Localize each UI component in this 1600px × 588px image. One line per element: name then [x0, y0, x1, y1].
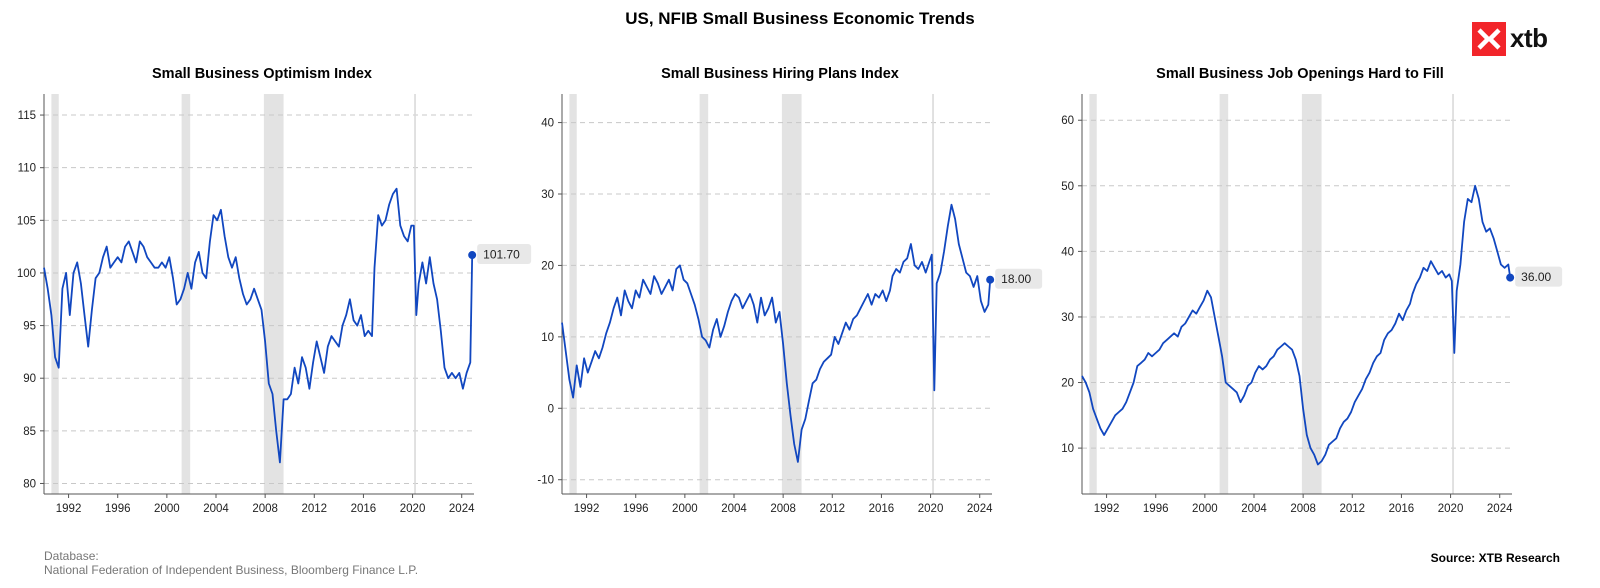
- logo-mark-icon: [1472, 22, 1506, 56]
- x-tick-label: 2000: [1192, 503, 1218, 515]
- y-tick-label: -10: [537, 475, 554, 487]
- chart-panel-hiring: Small Business Hiring Plans Index -10 0 10…: [530, 62, 1043, 522]
- last-value-box: [1515, 266, 1563, 287]
- footer-database: Database: National Federation of Indepen…: [44, 549, 418, 577]
- xtb-logo: xtb: [1472, 22, 1564, 58]
- last-value-point: [468, 251, 477, 260]
- y-tick-label: 115: [18, 110, 36, 122]
- chart-title: Small Business Optimism Index: [152, 66, 372, 82]
- y-tick-label: 85: [23, 426, 36, 438]
- database-label: Database:: [44, 549, 99, 563]
- chart-title: Small Business Job Openings Hard to Fill: [1156, 66, 1444, 82]
- y-tick-label: 105: [17, 215, 36, 227]
- y-tick-label: 40: [1061, 246, 1074, 258]
- last-value-point: [1506, 273, 1515, 282]
- x-tick-label: 2008: [1290, 503, 1316, 515]
- y-tick-label: 40: [541, 118, 554, 130]
- x-tick-label: 2020: [918, 503, 944, 515]
- x-tick-label: 2012: [819, 503, 845, 515]
- last-value-label: 101.70: [483, 248, 520, 262]
- footer-source: Source: XTB Research: [1430, 551, 1560, 565]
- last-value-box: [477, 244, 532, 265]
- y-tick-label: 10: [1061, 443, 1074, 455]
- chart-optimism: 80 85 90 95 100 105 110 115 1992 1996 2000 2004 2008…: [17, 94, 532, 515]
- chart-panel-job-openings: Small Business Job Openings Hard to Fill…: [1050, 62, 1563, 522]
- x-tick-label: 1996: [1143, 503, 1169, 515]
- x-tick-label: 2020: [1438, 503, 1464, 515]
- x-tick-label: 1992: [56, 503, 82, 515]
- y-tick-label: 100: [17, 268, 36, 280]
- y-tick-label: 110: [18, 163, 36, 175]
- y-tick-label: 50: [1061, 181, 1074, 193]
- recession-band: [1089, 94, 1097, 494]
- last-value-point: [986, 275, 995, 284]
- series-line: [561, 203, 992, 463]
- x-tick-label: 1996: [105, 503, 131, 515]
- x-tick-label: 2024: [967, 503, 993, 515]
- x-tick-label: 2004: [203, 503, 229, 515]
- y-tick-label: 60: [1061, 115, 1074, 127]
- x-tick-label: 2024: [449, 503, 475, 515]
- x-tick-label: 2024: [1487, 503, 1513, 515]
- chart-panel-optimism: Small Business Optimism Index 80 85 90 95 10…: [12, 62, 532, 522]
- y-tick-label: 95: [23, 321, 36, 333]
- series-line: [1081, 184, 1512, 466]
- chart-job-openings: 10 20 30 40 50 60 1992 1996 2000 2004 2008 2012 2016…: [1061, 94, 1563, 515]
- logo-text: xtb: [1510, 23, 1548, 53]
- x-tick-label: 1992: [1094, 503, 1120, 515]
- recession-band: [181, 94, 191, 494]
- y-tick-label: 90: [23, 373, 36, 385]
- x-tick-label: 1996: [623, 503, 649, 515]
- x-tick-label: 2016: [869, 503, 895, 515]
- last-value-box: [995, 268, 1043, 289]
- database-sources: National Federation of Independent Busin…: [44, 563, 419, 577]
- y-tick-label: 0: [548, 403, 554, 415]
- y-tick-label: 20: [541, 260, 554, 272]
- x-tick-label: 2000: [672, 503, 698, 515]
- recession-band: [263, 94, 284, 494]
- x-tick-label: 2008: [770, 503, 796, 515]
- x-tick-label: 2020: [400, 503, 426, 515]
- x-tick-label: 2000: [154, 503, 180, 515]
- y-tick-label: 20: [1061, 378, 1074, 390]
- recession-band: [1301, 94, 1322, 494]
- recession-band: [1219, 94, 1229, 494]
- x-tick-label: 2016: [351, 503, 377, 515]
- last-value-label: 36.00: [1521, 270, 1551, 284]
- recession-band: [51, 94, 59, 494]
- x-tick-label: 2004: [1241, 503, 1267, 515]
- x-tick-label: 1992: [574, 503, 600, 515]
- last-value-label: 18.00: [1001, 272, 1031, 286]
- series-line: [43, 187, 474, 464]
- chart-title: Small Business Hiring Plans Index: [661, 66, 899, 82]
- x-tick-label: 2012: [1339, 503, 1365, 515]
- main-title: US, NFIB Small Business Economic Trends: [625, 9, 975, 28]
- y-tick-label: 80: [23, 478, 36, 490]
- chart-hiring: -10 0 10 20 30 40 1992 1996 2000 2004 2008 2012 2016…: [537, 94, 1043, 515]
- x-tick-label: 2004: [721, 503, 747, 515]
- x-tick-label: 2012: [301, 503, 327, 515]
- x-tick-label: 2016: [1389, 503, 1415, 515]
- y-tick-label: 30: [1061, 312, 1074, 324]
- x-tick-label: 2008: [252, 503, 278, 515]
- y-tick-label: 30: [541, 189, 554, 201]
- y-tick-label: 10: [541, 332, 554, 344]
- recession-band: [781, 94, 802, 494]
- recession-band: [569, 94, 577, 494]
- recession-band: [699, 94, 709, 494]
